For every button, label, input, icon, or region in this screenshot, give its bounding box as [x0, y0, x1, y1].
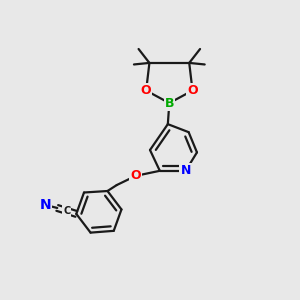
Text: C: C: [63, 206, 70, 216]
Text: N: N: [181, 164, 191, 177]
Text: N: N: [40, 198, 51, 212]
Text: B: B: [165, 97, 174, 110]
Text: O: O: [187, 84, 198, 97]
Text: O: O: [141, 84, 152, 97]
Text: O: O: [130, 169, 141, 182]
